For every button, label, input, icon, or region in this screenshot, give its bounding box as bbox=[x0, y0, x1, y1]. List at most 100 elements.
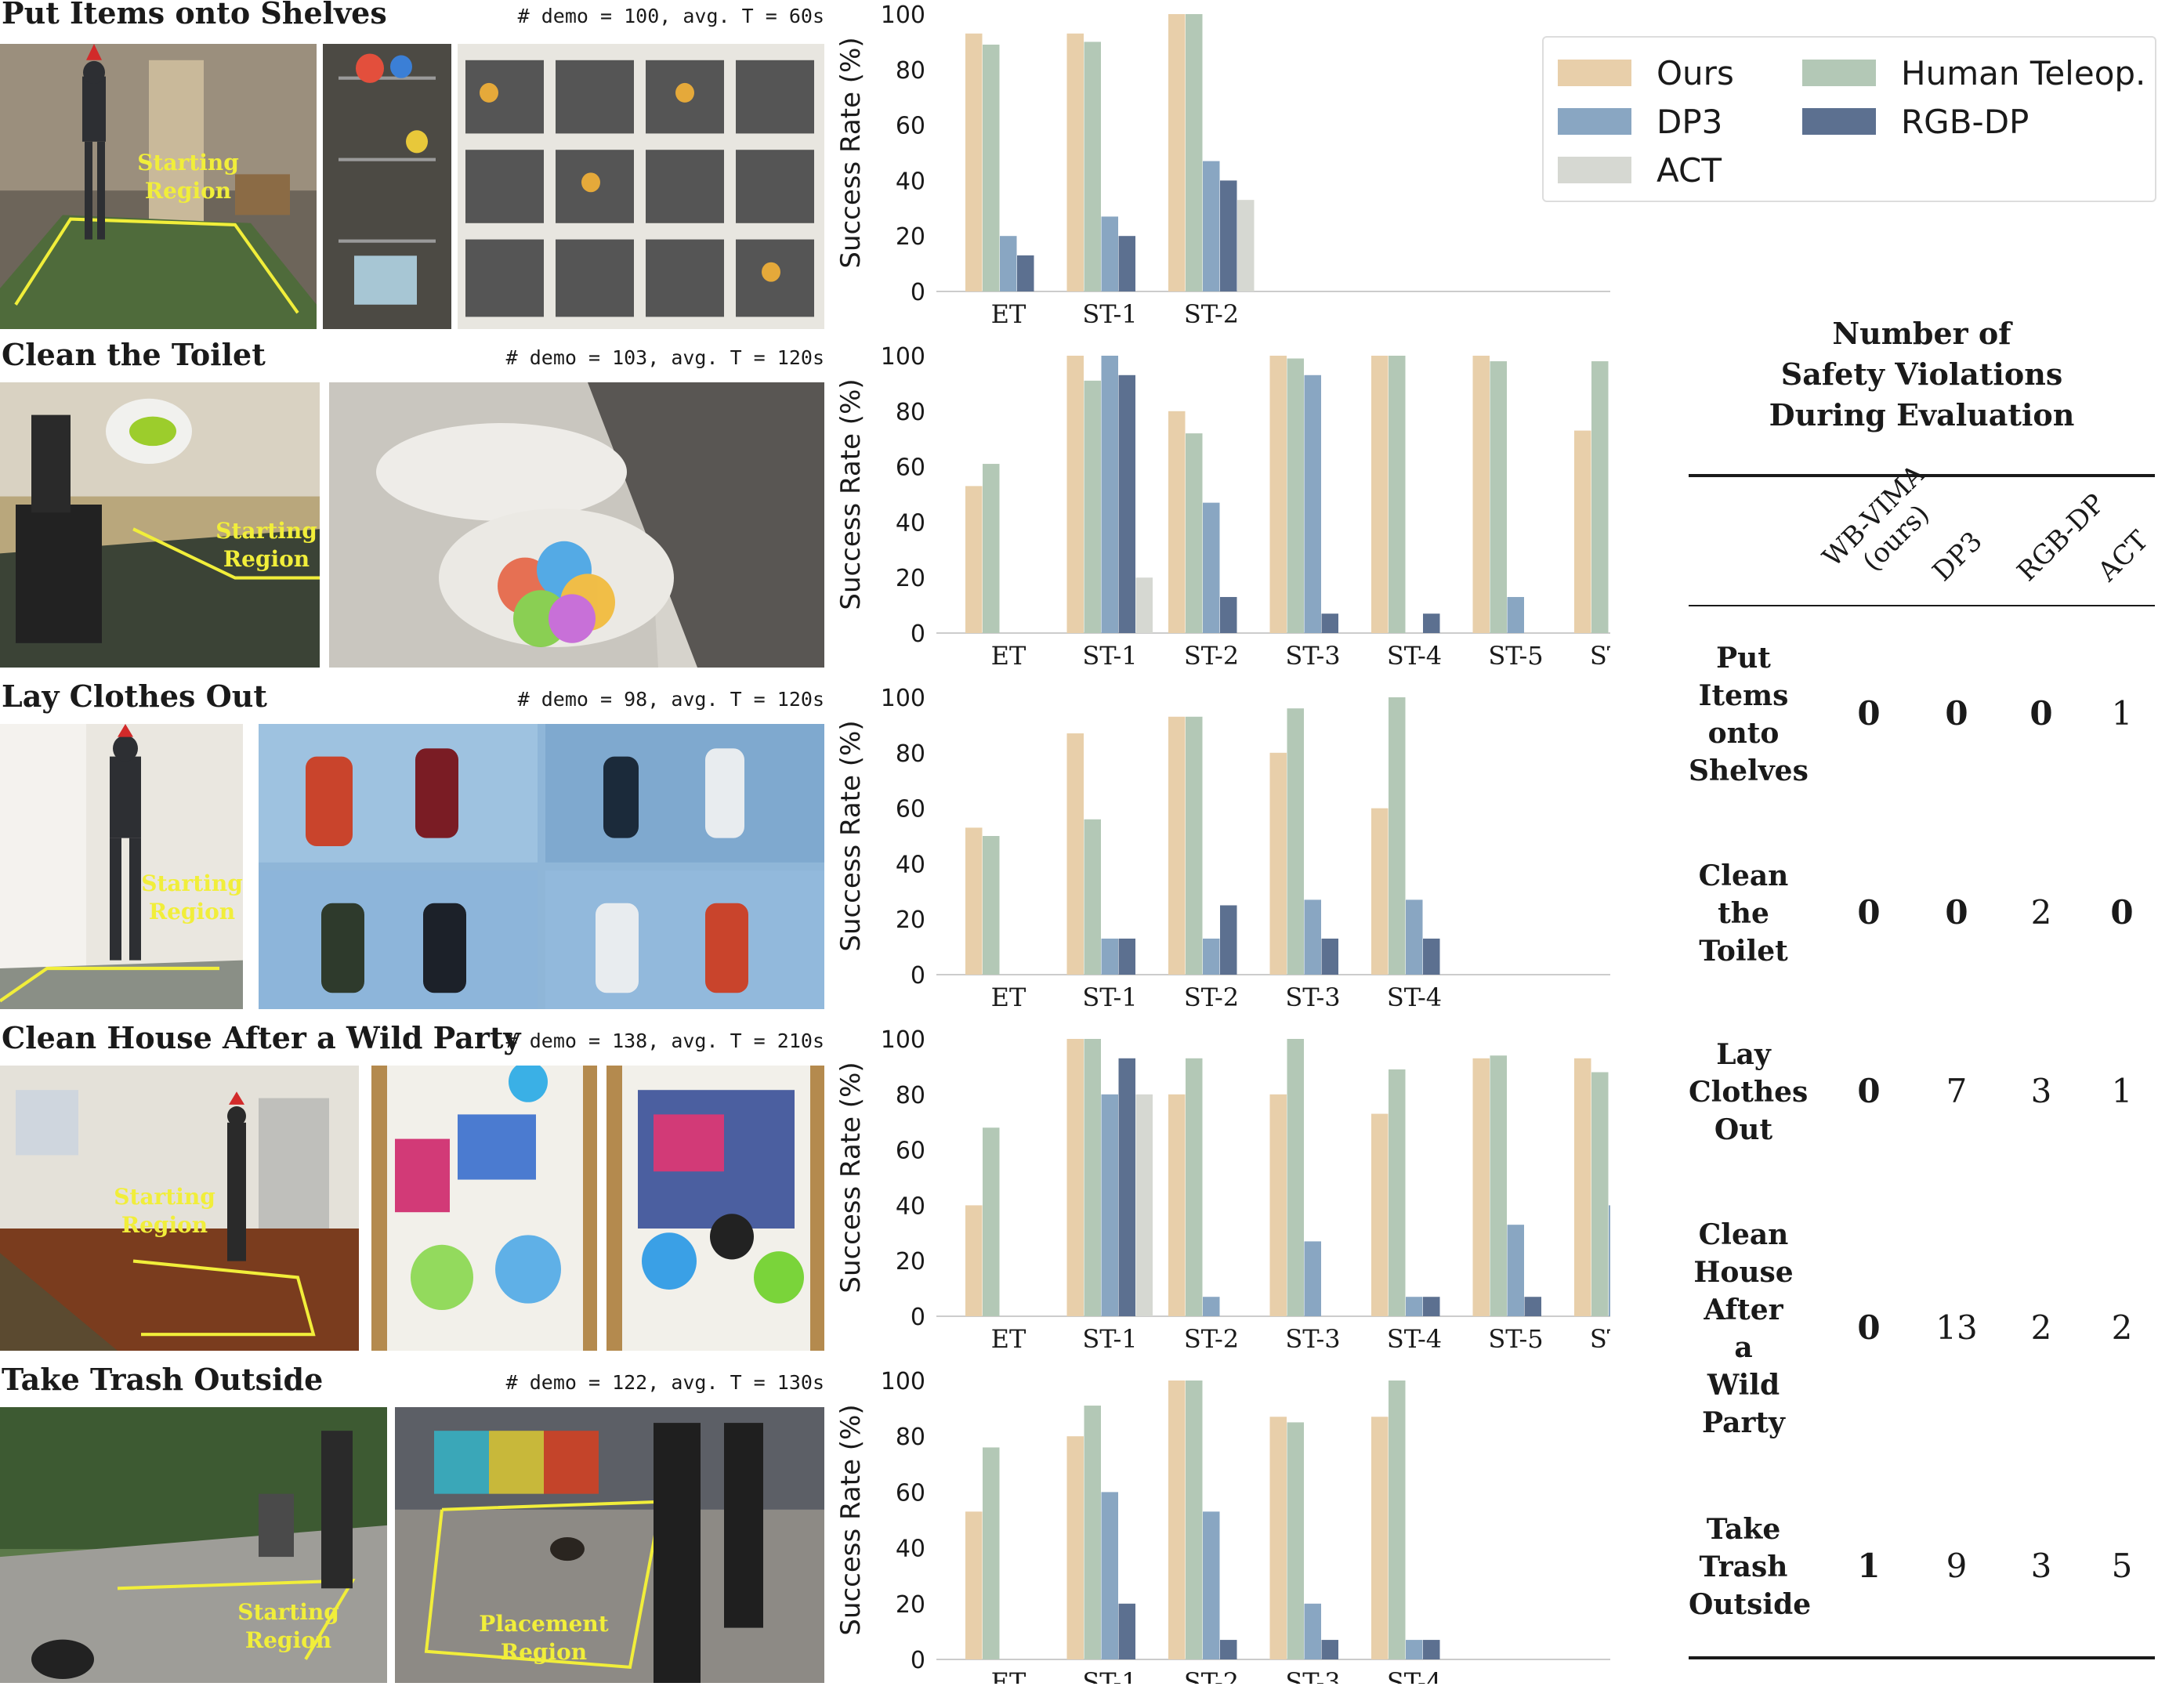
photo-clothes-grid bbox=[259, 724, 824, 1009]
y-tick-label: 60 bbox=[896, 113, 925, 140]
bar-rgb-dp-et bbox=[1017, 255, 1034, 291]
table-cell: 5 bbox=[2111, 1547, 2133, 1585]
table-mid-rule bbox=[1689, 605, 2155, 606]
bar-dp3-st-3 bbox=[1304, 1241, 1321, 1316]
bar-rgb-dp-st-1 bbox=[1118, 938, 1135, 975]
bar-human-teleop--st-1 bbox=[1084, 819, 1101, 975]
table-cell: 0 bbox=[1857, 694, 1881, 733]
table-cell: 2 bbox=[2030, 1308, 2052, 1347]
bar-ours-st-3 bbox=[1269, 356, 1287, 633]
table-cell: 0 bbox=[1857, 1308, 1881, 1347]
bar-rgb-dp-st-2 bbox=[1220, 905, 1237, 975]
bar-ours-st-6 bbox=[1574, 1058, 1591, 1316]
bar-rgb-dp-st-2 bbox=[1220, 1640, 1237, 1659]
x-tick-label: ST-1 bbox=[1082, 641, 1137, 671]
task-row-clothes: Lay Clothes Out # demo = 98, avg. T = 12… bbox=[0, 678, 831, 1025]
bar-dp3-st-3 bbox=[1304, 1603, 1321, 1659]
x-tick-label: ST-2 bbox=[1184, 299, 1239, 329]
bar-rgb-dp-st-4 bbox=[1423, 1640, 1440, 1659]
safety-violations-table: Number of Safety Violations During Evalu… bbox=[1689, 313, 2155, 1661]
y-tick-label: 60 bbox=[896, 1138, 925, 1165]
x-tick-label: ST-1 bbox=[1082, 1324, 1137, 1354]
table-cell: 1 bbox=[1857, 1547, 1881, 1585]
x-tick-label: ST-4 bbox=[1387, 982, 1442, 1012]
bar-human-teleop--st-3 bbox=[1287, 1422, 1304, 1659]
success-rate-chart-clothes: Success Rate (%) 0 20 40 60 80 100 ET ST-1 ST-2 ST… bbox=[835, 685, 1610, 1012]
bar-rgb-dp-st-3 bbox=[1321, 938, 1338, 975]
table-column-header: ACT bbox=[2091, 524, 2155, 588]
task-meta: # demo = 103, avg. T = 120s bbox=[505, 346, 824, 369]
bar-rgb-dp-st-2 bbox=[1220, 180, 1237, 291]
bar-ours-st-1 bbox=[1066, 733, 1084, 975]
x-tick-label: ST-1 bbox=[1082, 982, 1137, 1012]
bar-ours-st-5 bbox=[1472, 356, 1490, 633]
bar-rgb-dp-st-1 bbox=[1118, 1058, 1135, 1316]
y-axis-label: Success Rate (%) bbox=[835, 720, 867, 951]
bar-act-st-1 bbox=[1135, 1094, 1153, 1316]
task-row-trash: Take Trash Outside # demo = 122, avg. T … bbox=[0, 1362, 831, 1708]
photo-robot-start bbox=[0, 382, 320, 668]
y-axis-label: Success Rate (%) bbox=[835, 1062, 867, 1293]
bar-human-teleop--st-2 bbox=[1186, 1058, 1203, 1316]
table-cell: 2 bbox=[2030, 893, 2052, 932]
bar-rgb-dp-st-4 bbox=[1423, 1297, 1440, 1316]
bar-dp3-st-1 bbox=[1101, 216, 1118, 291]
y-tick-label: 80 bbox=[896, 57, 925, 85]
bar-dp3-st-2 bbox=[1203, 938, 1220, 975]
bar-human-teleop--st-1 bbox=[1084, 1406, 1101, 1659]
photo-shelf-start bbox=[323, 44, 451, 329]
table-cell: 9 bbox=[1946, 1547, 1968, 1585]
table-cell: 0 bbox=[1945, 694, 1968, 733]
legend-label: DP3 bbox=[1657, 102, 1723, 141]
bar-dp3-st-2 bbox=[1203, 1297, 1220, 1316]
task-title: Clean the Toilet bbox=[2, 337, 266, 372]
bar-ours-st-2 bbox=[1168, 411, 1186, 633]
bar-ours-st-5 bbox=[1472, 1058, 1490, 1316]
legend-swatch bbox=[1558, 157, 1631, 183]
bar-dp3-st-1 bbox=[1101, 1094, 1118, 1316]
bar-human-teleop--st-6 bbox=[1591, 361, 1609, 633]
bar-human-teleop--et bbox=[983, 464, 1000, 633]
legend-item-dp3: DP3 bbox=[1558, 102, 1722, 141]
x-tick-label: ST-2 bbox=[1184, 1324, 1239, 1354]
bar-rgb-dp-st-3 bbox=[1321, 613, 1338, 633]
table-cell: 2 bbox=[2111, 1308, 2133, 1347]
bar-human-teleop--st-3 bbox=[1287, 708, 1304, 975]
table-row-label: Lay Clothes Out bbox=[1689, 1038, 1809, 1146]
y-tick-label: 40 bbox=[896, 851, 925, 878]
bar-rgb-dp-st-4 bbox=[1423, 938, 1440, 975]
bar-act-st-1 bbox=[1135, 577, 1153, 633]
bar-human-teleop--st-4 bbox=[1389, 697, 1406, 975]
bar-human-teleop--st-3 bbox=[1287, 358, 1304, 633]
bar-ours-et bbox=[965, 1205, 983, 1316]
bar-act-st-2 bbox=[1237, 200, 1255, 291]
bar-human-teleop--st-5 bbox=[1490, 1055, 1507, 1316]
y-tick-label: 100 bbox=[881, 343, 925, 371]
task-row-toilet: Clean the Toilet # demo = 103, avg. T = … bbox=[0, 337, 831, 683]
photo-robot-start bbox=[0, 724, 243, 1009]
bar-dp3-st-2 bbox=[1203, 1511, 1220, 1659]
table-cell: 0 bbox=[1857, 1072, 1881, 1110]
bar-ours-st-6 bbox=[1574, 430, 1591, 633]
bar-dp3-st-5 bbox=[1507, 596, 1524, 633]
legend-swatch bbox=[1558, 60, 1631, 86]
legend-item-rgb-dp: RGB-DP bbox=[1802, 102, 2029, 141]
table-cell: 13 bbox=[1935, 1308, 1978, 1347]
region-label: Starting Region bbox=[114, 1184, 215, 1238]
y-axis-label: Success Rate (%) bbox=[835, 1404, 867, 1635]
bar-human-teleop--st-4 bbox=[1389, 1381, 1406, 1659]
task-meta: # demo = 138, avg. T = 210s bbox=[505, 1030, 824, 1052]
bar-human-teleop--st-3 bbox=[1287, 1039, 1304, 1316]
x-tick-label: ET bbox=[991, 299, 1026, 329]
bar-human-teleop--st-4 bbox=[1389, 356, 1406, 633]
y-tick-label: 20 bbox=[896, 1591, 925, 1619]
bar-ours-st-3 bbox=[1269, 1417, 1287, 1659]
x-tick-label: ST-2 bbox=[1184, 641, 1239, 671]
y-tick-label: 60 bbox=[896, 796, 925, 823]
bar-ours-et bbox=[965, 486, 983, 633]
bar-dp3-st-6 bbox=[1609, 1205, 1610, 1316]
bar-dp3-et bbox=[1000, 236, 1017, 291]
bar-human-teleop--st-4 bbox=[1389, 1069, 1406, 1316]
bar-human-teleop--st-2 bbox=[1186, 1381, 1203, 1659]
y-tick-label: 40 bbox=[896, 509, 925, 537]
